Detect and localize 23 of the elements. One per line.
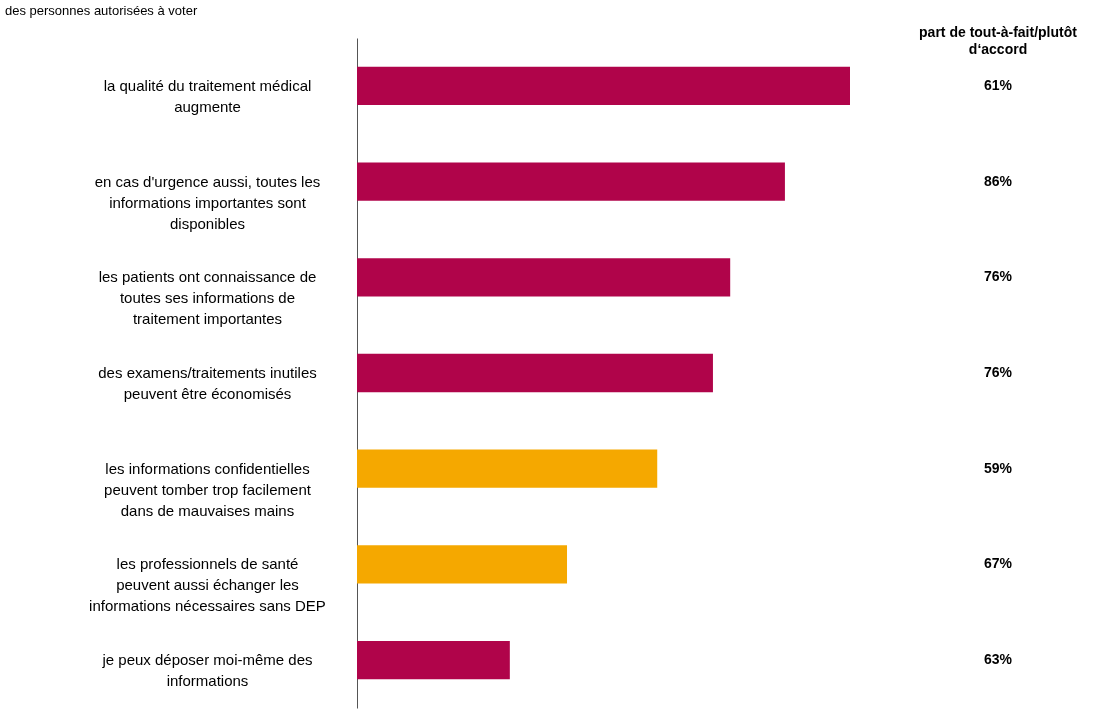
text: 76%: [983, 268, 1013, 285]
y-tick-label: les professionnels de santé peuvent aussi échanger les informations nécessaires sans DEP: [89, 555, 326, 615]
text: 76%: [983, 364, 1013, 380]
y-tick-label: les patients ont connaissance de toutes ses informations de traitement importantes: [98, 268, 317, 328]
text: 67%: [983, 555, 1013, 572]
y-tick-label: des examens/traitements inutiles peuvent être économisés: [98, 364, 317, 402]
y-tick-label: les informations confidentielles peuvent tomber trop facilement dans de mauvaises mains: [104, 459, 312, 519]
bar: [357, 162, 785, 201]
text: 86%: [983, 172, 1013, 189]
text: 61%: [983, 76, 1013, 93]
y-tick-label: je peux déposer moi-même des informations: [101, 651, 313, 690]
text: 63%: [983, 651, 1013, 668]
y-tick-label: la qualité du traitement médical augmente: [103, 76, 312, 115]
bar: [357, 449, 658, 488]
bar: [357, 66, 850, 105]
y-tick-label: en cas d'urgence aussi, toutes les informations importantes sont disponibles: [94, 172, 321, 232]
text: des personnes autorisées à voter: [5, 3, 198, 18]
text: 59%: [983, 459, 1013, 476]
bar: [357, 545, 568, 584]
bar: [357, 258, 731, 297]
bar: [357, 353, 713, 393]
bar: [357, 641, 510, 680]
text: part de tout-à-fait/plutôt d‘accord: [919, 24, 1078, 57]
